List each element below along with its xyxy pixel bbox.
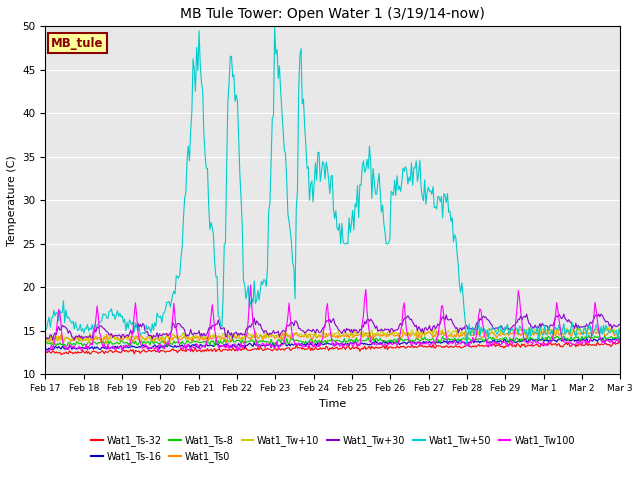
Wat1_Tw+10 xyxy=(364,330,372,336)
Wat1_Ts-8 xyxy=(62,344,70,350)
Wat1_Tw100 xyxy=(247,282,255,288)
Line: Wat1_Tw100: Wat1_Tw100 xyxy=(45,285,620,352)
Wat1_Tw+30 xyxy=(42,336,49,342)
Wat1_Tw+10 xyxy=(49,341,56,347)
Wat1_Ts-16 xyxy=(42,346,49,351)
Wat1_Tw100 xyxy=(467,338,474,344)
Wat1_Tw+10 xyxy=(465,329,473,335)
Line: Wat1_Tw+10: Wat1_Tw+10 xyxy=(45,326,620,344)
Text: MB_tule: MB_tule xyxy=(51,37,104,50)
Wat1_Ts-32 xyxy=(465,344,473,349)
Wat1_Ts0 xyxy=(221,336,229,342)
Wat1_Tw+10 xyxy=(566,327,573,333)
Wat1_Ts-8 xyxy=(364,335,372,340)
Wat1_Tw+30 xyxy=(49,337,56,343)
Wat1_Ts-16 xyxy=(364,342,372,348)
Wat1_Ts0 xyxy=(42,336,49,341)
Wat1_Tw+50 xyxy=(616,331,624,337)
Wat1_Tw+10 xyxy=(221,332,229,337)
Wat1_Tw+10 xyxy=(504,323,511,329)
Title: MB Tule Tower: Open Water 1 (3/19/14-now): MB Tule Tower: Open Water 1 (3/19/14-now… xyxy=(180,7,485,21)
Wat1_Tw+50 xyxy=(463,343,470,349)
Wat1_Ts-8 xyxy=(565,337,573,343)
Wat1_Tw+50 xyxy=(392,192,400,198)
Wat1_Tw+50 xyxy=(271,24,278,30)
Wat1_Tw100 xyxy=(42,348,49,353)
Wat1_Tw+50 xyxy=(566,331,573,337)
Wat1_Tw100 xyxy=(616,339,624,345)
Wat1_Ts0 xyxy=(465,330,473,336)
Wat1_Ts-16 xyxy=(465,340,473,346)
Wat1_Tw+30 xyxy=(565,317,573,323)
Wat1_Tw+30 xyxy=(392,327,400,333)
Wat1_Tw+50 xyxy=(467,333,474,338)
Wat1_Ts-16 xyxy=(221,345,229,350)
Wat1_Ts-8 xyxy=(221,339,229,345)
Line: Wat1_Tw+50: Wat1_Tw+50 xyxy=(45,27,620,346)
Wat1_Tw100 xyxy=(365,330,373,336)
Wat1_Ts-8 xyxy=(285,341,293,347)
Y-axis label: Temperature (C): Temperature (C) xyxy=(7,155,17,246)
Wat1_Tw+10 xyxy=(285,333,293,338)
Wat1_Tw100 xyxy=(287,314,294,320)
Line: Wat1_Ts-16: Wat1_Ts-16 xyxy=(45,338,620,350)
Wat1_Ts-32 xyxy=(364,345,372,350)
Wat1_Ts0 xyxy=(607,326,614,332)
Wat1_Tw+30 xyxy=(616,322,624,328)
Wat1_Ts-32 xyxy=(565,340,573,346)
Wat1_Tw+30 xyxy=(465,325,473,331)
Wat1_Ts-16 xyxy=(392,339,400,345)
Wat1_Tw+50 xyxy=(285,219,293,225)
Wat1_Ts-16 xyxy=(285,341,293,347)
Wat1_Ts0 xyxy=(392,333,400,338)
Wat1_Tw+50 xyxy=(42,327,49,333)
Wat1_Tw100 xyxy=(154,349,162,355)
Wat1_Tw+10 xyxy=(616,326,624,332)
Wat1_Tw100 xyxy=(566,339,573,345)
Wat1_Tw+50 xyxy=(364,166,372,171)
Wat1_Ts-16 xyxy=(598,335,606,341)
Wat1_Tw+30 xyxy=(364,316,372,322)
Wat1_Tw+50 xyxy=(220,241,228,247)
Legend: Wat1_Ts-32, Wat1_Ts-16, Wat1_Ts-8, Wat1_Ts0, Wat1_Tw+10, Wat1_Tw+30, Wat1_Tw+50,: Wat1_Ts-32, Wat1_Ts-16, Wat1_Ts-8, Wat1_… xyxy=(87,432,579,466)
Wat1_Ts0 xyxy=(161,340,168,346)
Wat1_Tw+10 xyxy=(42,340,49,346)
Wat1_Ts-8 xyxy=(616,334,624,340)
Wat1_Tw+30 xyxy=(595,311,602,317)
Line: Wat1_Ts0: Wat1_Ts0 xyxy=(45,329,620,343)
Wat1_Ts-8 xyxy=(601,333,609,338)
Wat1_Ts-32 xyxy=(392,345,400,351)
Wat1_Tw100 xyxy=(221,341,229,347)
Wat1_Ts0 xyxy=(565,331,573,337)
Wat1_Ts-32 xyxy=(615,338,623,344)
Wat1_Ts-32 xyxy=(616,340,624,346)
Wat1_Ts-8 xyxy=(42,340,49,346)
Wat1_Ts-32 xyxy=(57,351,65,357)
Wat1_Ts-16 xyxy=(565,337,573,343)
Wat1_Ts-32 xyxy=(285,345,293,351)
Wat1_Tw100 xyxy=(393,343,401,348)
Wat1_Ts-16 xyxy=(44,347,52,353)
Wat1_Ts-8 xyxy=(392,340,400,346)
Wat1_Ts-32 xyxy=(42,349,49,355)
Wat1_Ts-8 xyxy=(465,336,473,342)
Wat1_Ts-32 xyxy=(221,347,229,352)
Wat1_Tw+30 xyxy=(221,334,229,339)
Wat1_Ts0 xyxy=(285,333,293,339)
Line: Wat1_Ts-32: Wat1_Ts-32 xyxy=(45,341,620,354)
X-axis label: Time: Time xyxy=(319,399,346,408)
Wat1_Ts-16 xyxy=(616,336,624,342)
Wat1_Ts0 xyxy=(364,335,372,340)
Wat1_Tw+10 xyxy=(392,329,400,335)
Wat1_Tw+30 xyxy=(285,323,293,328)
Wat1_Ts0 xyxy=(616,331,624,336)
Line: Wat1_Tw+30: Wat1_Tw+30 xyxy=(45,314,620,340)
Line: Wat1_Ts-8: Wat1_Ts-8 xyxy=(45,336,620,347)
